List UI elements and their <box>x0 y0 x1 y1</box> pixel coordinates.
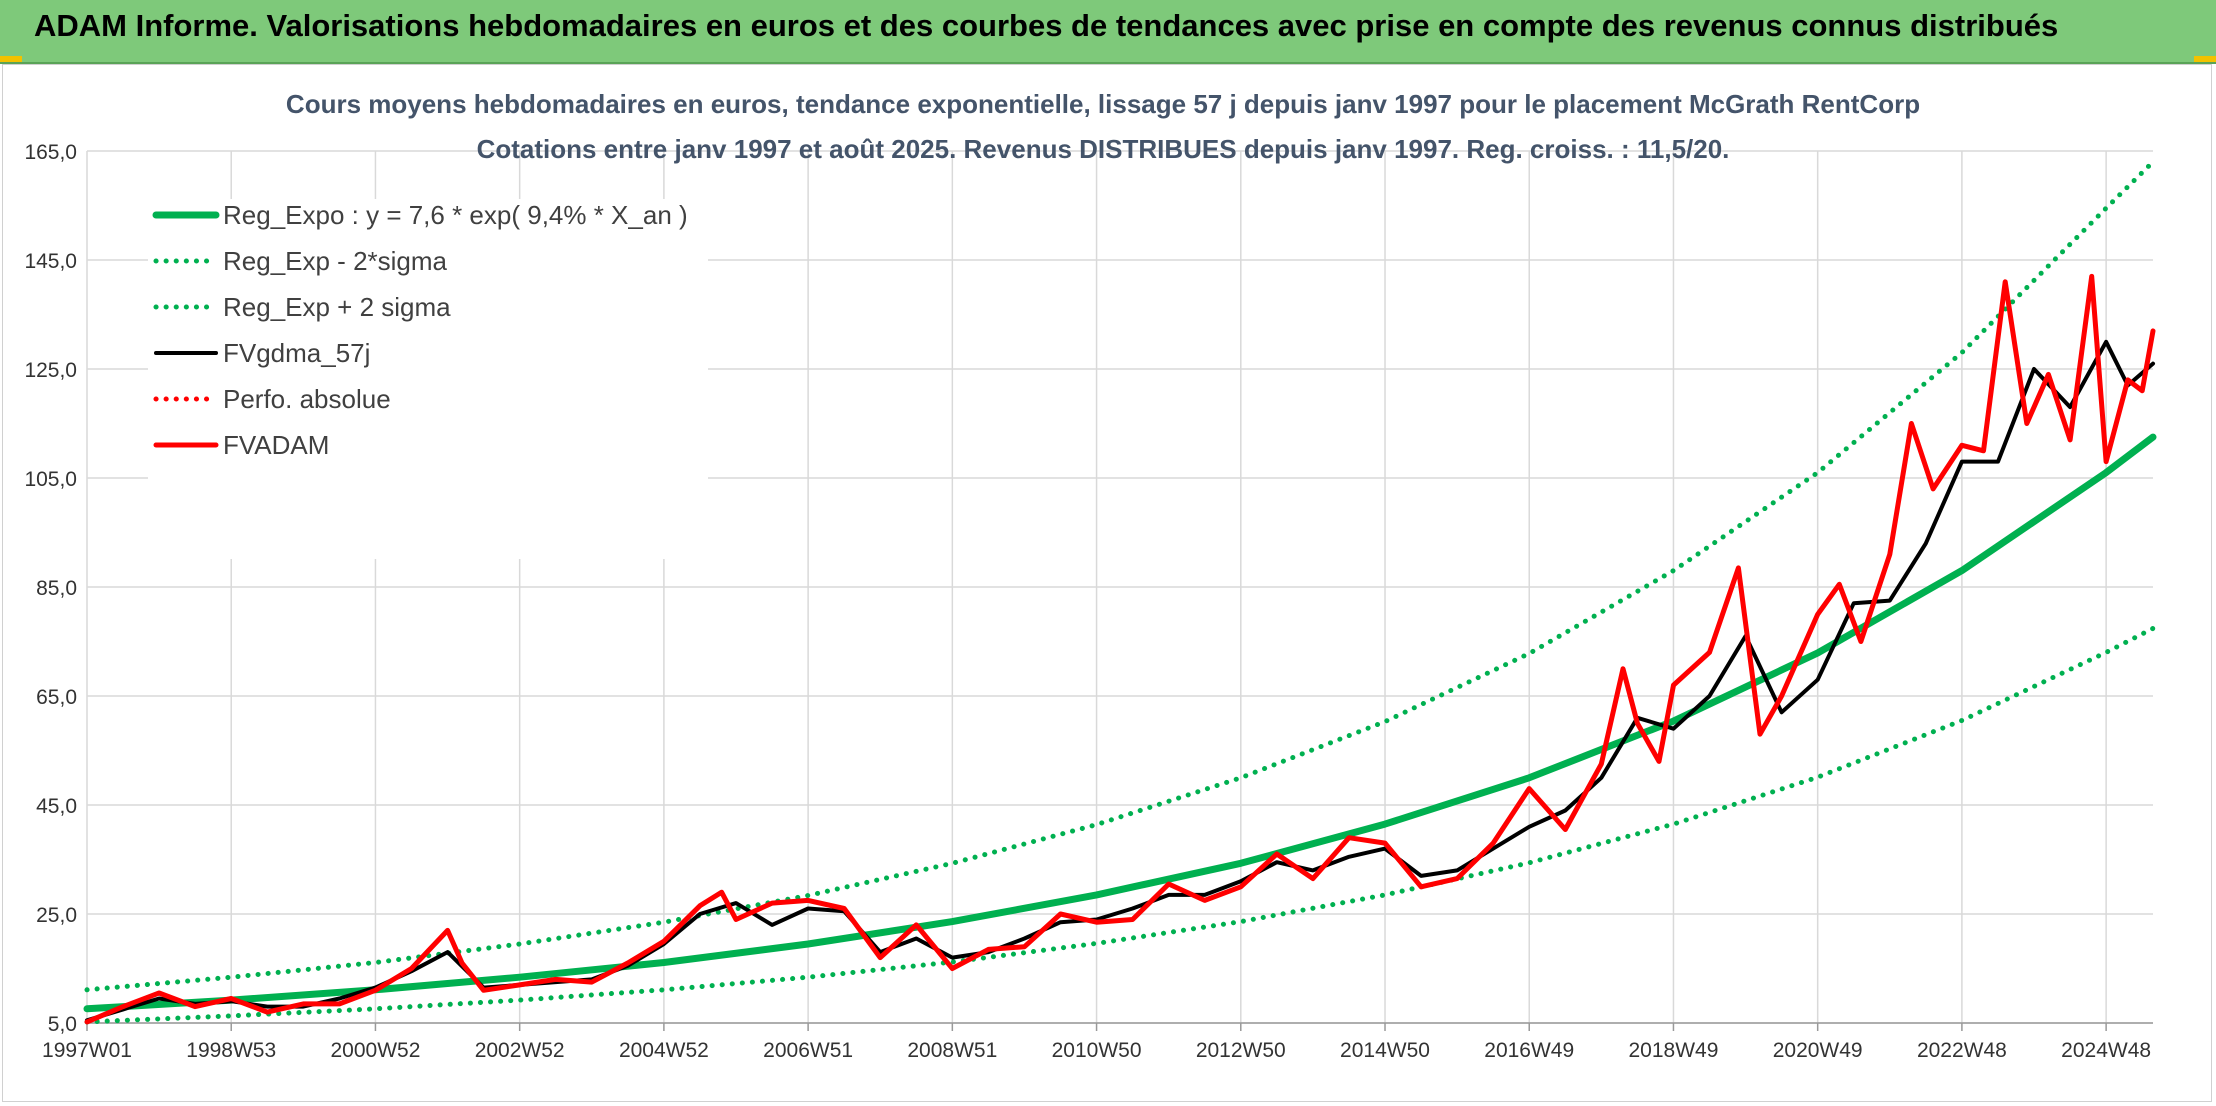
y-tick-label: 85,0 <box>36 577 77 600</box>
y-tick-label: 105,0 <box>24 468 77 491</box>
x-tick-label: 1998W53 <box>186 1039 276 1062</box>
legend-label: Perfo. absolue <box>223 384 391 414</box>
line-chart: 5,025,045,065,085,0105,0125,0145,0165,0 … <box>24 89 2157 1062</box>
legend-label: Reg_Exp + 2 sigma <box>223 292 451 322</box>
x-tick-label: 2024W48 <box>2061 1039 2151 1062</box>
chart-area: 5,0 25,0 45,0 65,0 85,0 105,0 125,0 145,0 165,0 … <box>2 64 2212 1102</box>
y-tick-label: 65,0 <box>36 686 77 709</box>
legend-background <box>148 199 708 559</box>
legend-label: Reg_Expo : y = 7,6 * exp( 9,4% * X_an ) <box>223 200 688 230</box>
x-tick-label: 2004W52 <box>619 1039 709 1062</box>
report-title: ADAM Informe. Valorisations hebdomadaire… <box>34 8 2059 43</box>
y-tick-label: 5,0 <box>48 1013 77 1036</box>
x-tick-label: 2018W49 <box>1629 1039 1719 1062</box>
y-tick-label: 165,0 <box>24 141 77 164</box>
series-line-3 <box>85 339 2155 1023</box>
x-tick-label: 1997W01 <box>42 1039 132 1062</box>
x-tick-label: 2012W50 <box>1196 1039 1286 1062</box>
x-tick-label: 2020W49 <box>1773 1039 1863 1062</box>
chart-legend: Reg_Expo : y = 7,6 * exp( 9,4% * X_an ) R… <box>152 200 688 460</box>
series-line-0 <box>83 433 2157 1013</box>
x-tick-label: 2008W51 <box>907 1039 997 1062</box>
x-tick-label: 2022W48 <box>1917 1039 2007 1062</box>
series-layer <box>83 159 2157 1025</box>
y-tick-label: 45,0 <box>36 795 77 818</box>
x-tick-label: 2006W51 <box>763 1039 853 1062</box>
corner-marker-right <box>2194 56 2216 62</box>
x-tick-label: 2010W50 <box>1052 1039 1142 1062</box>
y-tick-label: 25,0 <box>36 904 77 927</box>
y-axis-ticks: 5,0 25,0 45,0 65,0 85,0 105,0 125,0 145,0 165,0 <box>24 141 77 1036</box>
legend-label: FVgdma_57j <box>223 338 370 368</box>
x-axis-ticks: 1997W01 1998W53 2000W52 2002W52 2004W52 2006W… <box>42 1022 2153 1062</box>
x-tick-label: 2000W52 <box>330 1039 420 1062</box>
chart-title: Cours moyens hebdomadaires en euros, ten… <box>286 89 1920 119</box>
x-tick-label: 2002W52 <box>475 1039 565 1062</box>
series-line-5 <box>84 273 2156 1025</box>
chart-subtitle: Cotations entre janv 1997 et août 2025. … <box>477 134 1730 164</box>
corner-marker-left <box>0 56 22 62</box>
x-tick-label: 2016W49 <box>1484 1039 1574 1062</box>
report-header: ADAM Informe. Valorisations hebdomadaire… <box>0 0 2216 64</box>
legend-label: Reg_Exp - 2*sigma <box>223 246 448 276</box>
series-line-1 <box>84 625 2156 1025</box>
y-tick-label: 125,0 <box>24 359 77 382</box>
y-tick-label: 145,0 <box>24 250 77 273</box>
x-tick-label: 2014W50 <box>1340 1039 1430 1062</box>
legend-label: FVADAM <box>223 430 329 460</box>
